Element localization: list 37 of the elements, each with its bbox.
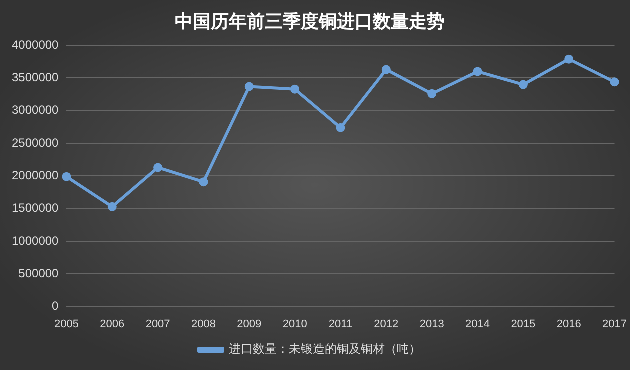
x-tick-label: 2010: [282, 318, 308, 330]
point: [610, 78, 620, 87]
y-tick-label: 2500000: [12, 136, 60, 150]
x-tick-label: 2009: [237, 318, 262, 330]
point: [62, 172, 72, 182]
y-tick-label: 0: [52, 299, 60, 314]
legend-label: 进口数量：未锻造的铜及铜材（吨）: [229, 342, 421, 356]
point: [244, 82, 254, 92]
x-tick-label: 2015: [511, 318, 536, 330]
point: [382, 65, 391, 74]
y-tick-label: 2000000: [12, 168, 60, 183]
y-tick-label: 500000: [18, 266, 60, 280]
point: [199, 178, 208, 187]
point: [518, 80, 528, 90]
point: [428, 89, 437, 98]
point: [473, 67, 482, 76]
x-tick-label: 2005: [54, 318, 79, 330]
chart-title: 中国历年前三季度铜进口数量走势: [175, 11, 445, 32]
x-tick-label: 2008: [191, 318, 216, 330]
y-tick-label: 4000000: [12, 38, 60, 52]
point: [154, 163, 163, 172]
point: [336, 123, 346, 132]
x-tick-label: 2013: [420, 318, 444, 330]
x-tick-label: 2011: [328, 318, 353, 330]
x-tick-label: 2016: [556, 318, 582, 330]
y-tick-label: 3000000: [12, 103, 60, 118]
x-tick-label: 2017: [602, 318, 628, 330]
point: [564, 54, 574, 64]
x-tick-label: 2006: [100, 318, 125, 330]
x-tick-label: 2012: [374, 318, 399, 330]
point: [290, 84, 300, 94]
x-tick-label: 2007: [146, 318, 170, 330]
point: [108, 202, 117, 212]
x-tick-label: 2014: [466, 318, 490, 330]
y-tick-label: 1000000: [12, 234, 60, 248]
y-tick-label: 1500000: [12, 201, 60, 216]
y-tick-label: 3500000: [12, 70, 60, 85]
